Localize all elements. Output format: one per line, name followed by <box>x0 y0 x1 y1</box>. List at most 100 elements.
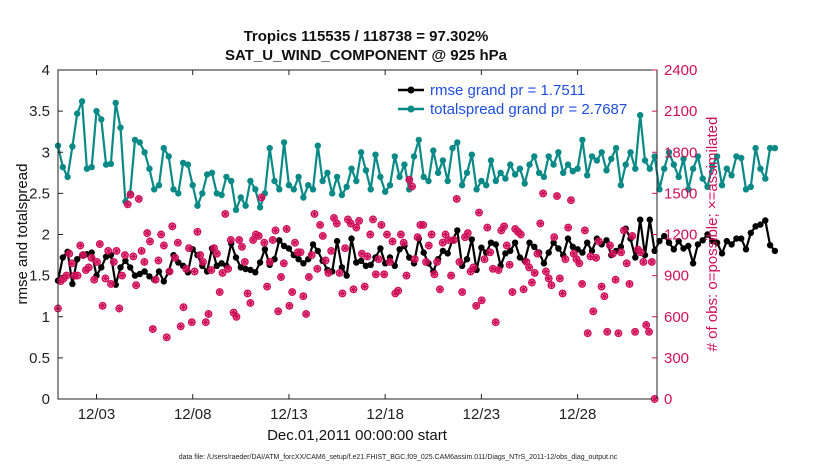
obs-assimilated-marker <box>506 261 514 269</box>
obs-assimilated-marker <box>305 273 313 281</box>
totalspread-point <box>752 144 759 152</box>
obs-assimilated-marker <box>68 259 76 267</box>
rmse-point <box>492 241 499 248</box>
obs-assimilated-marker <box>230 309 238 317</box>
totalspread-point <box>521 180 528 187</box>
totalspread-point <box>189 182 196 189</box>
totalspread-point <box>256 204 264 211</box>
totalspread-point <box>184 161 192 168</box>
obs-assimilated-marker <box>59 274 68 282</box>
totalspread-point <box>223 173 230 181</box>
obs-assimilated-marker <box>402 272 411 280</box>
y-axis-left: 0 0.5 1 1.5 2 2.5 3 3.5 4 <box>29 62 63 408</box>
obs-assimilated-marker <box>90 276 98 284</box>
rmse-point <box>694 241 702 248</box>
obs-assimilated-marker <box>623 259 631 267</box>
totalspread-point <box>266 144 273 152</box>
rmse-point <box>338 264 346 271</box>
obs-assimilated-marker <box>606 241 614 250</box>
rmse-point <box>555 245 562 252</box>
legend-totalspread-marker <box>407 105 415 113</box>
totalspread-point <box>213 190 220 197</box>
y-left-tick-label: 1 <box>42 309 50 326</box>
obs-assimilated-marker <box>542 267 550 276</box>
obs-assimilated-marker <box>533 250 542 258</box>
totalspread-point <box>348 165 355 172</box>
obs-assimilated-marker <box>327 247 335 255</box>
rmse-point <box>699 237 706 244</box>
obs-assimilated-marker <box>104 247 112 255</box>
x-tick-label: 12/23 <box>463 406 501 423</box>
obs-assimilated-marker <box>171 254 179 262</box>
totalspread-point <box>357 149 365 156</box>
obs-assimilated-marker <box>266 258 274 266</box>
obs-assimilated-marker <box>333 219 341 228</box>
obs-assimilated-marker <box>422 258 430 266</box>
rmse-point <box>348 235 355 242</box>
obs-assimilated-marker <box>572 255 581 263</box>
obs-assimilated-marker <box>324 269 333 277</box>
obs-assimilated-marker <box>168 222 176 230</box>
obs-assimilated-marker <box>453 195 461 203</box>
totalspread-point <box>738 154 745 162</box>
x-axis-label: Dec.01,2011 00:00:00 start <box>267 427 448 444</box>
totalspread-point <box>468 151 475 158</box>
rmse-point <box>155 268 163 275</box>
rmse-point <box>353 259 360 266</box>
rmse-point <box>680 245 687 252</box>
obs-assimilated-marker <box>344 215 352 224</box>
obs-assimilated-marker <box>539 189 547 197</box>
obs-assimilated-marker <box>503 241 511 250</box>
obs-assimilated-marker <box>132 281 140 289</box>
obs-assimilated-marker <box>433 258 441 266</box>
y-axis-left-label: rmse and totalspread <box>14 164 31 305</box>
obs-assimilated-marker <box>96 240 104 248</box>
obs-assimilated-marker <box>581 226 589 234</box>
obs-assimilated-marker <box>419 221 427 229</box>
obs-assimilated-marker <box>519 285 528 293</box>
totalspread-point <box>507 161 514 168</box>
rmse-point <box>213 262 220 269</box>
obs-assimilated-marker <box>210 244 218 252</box>
totalspread-point <box>391 153 398 160</box>
totalspread-point <box>64 173 71 181</box>
obs-assimilated-marker <box>322 256 330 265</box>
obs-assimilated-marker <box>553 192 561 200</box>
rmse-point <box>276 237 283 244</box>
totalspread-series <box>54 98 779 213</box>
rmse-point <box>237 264 244 271</box>
obs-assimilated-marker <box>238 243 246 251</box>
totalspread-point <box>718 182 726 189</box>
obs-assimilated-marker <box>575 259 583 267</box>
totalspread-point <box>146 165 153 172</box>
obs-assimilated-marker <box>299 292 307 300</box>
obs-assimilated-marker <box>405 176 413 184</box>
totalspread-point <box>386 182 394 189</box>
totalspread-point <box>694 153 702 160</box>
obs-assimilated-marker <box>93 258 101 266</box>
totalspread-point <box>579 136 586 144</box>
totalspread-point <box>271 177 278 185</box>
obs-assimilated-marker <box>556 274 564 282</box>
totalspread-point <box>88 163 95 171</box>
obs-assimilated-marker <box>645 328 653 336</box>
obs-assimilated-marker <box>355 217 363 225</box>
obs-assimilated-marker <box>369 215 377 224</box>
obs-assimilated-marker <box>383 230 391 239</box>
obs-assimilated-marker <box>163 333 171 341</box>
totalspread-point <box>454 139 461 146</box>
obs-assimilated-marker <box>586 252 595 261</box>
totalspread-point <box>516 165 524 172</box>
obs-assimilated-marker <box>288 288 296 296</box>
totalspread-point <box>372 151 379 158</box>
obs-assimilated-marker <box>146 237 154 245</box>
totalspread-point <box>102 161 110 168</box>
obs-assimilated-marker <box>570 250 578 258</box>
obs-assimilated-marker <box>517 230 525 239</box>
obs-assimilated-marker <box>213 250 221 258</box>
rmse-point <box>252 269 259 276</box>
obs-assimilated-marker <box>107 280 115 288</box>
obs-assimilated-marker <box>160 241 168 250</box>
totalspread-point <box>194 202 201 209</box>
obs-assimilated-marker <box>87 254 96 262</box>
